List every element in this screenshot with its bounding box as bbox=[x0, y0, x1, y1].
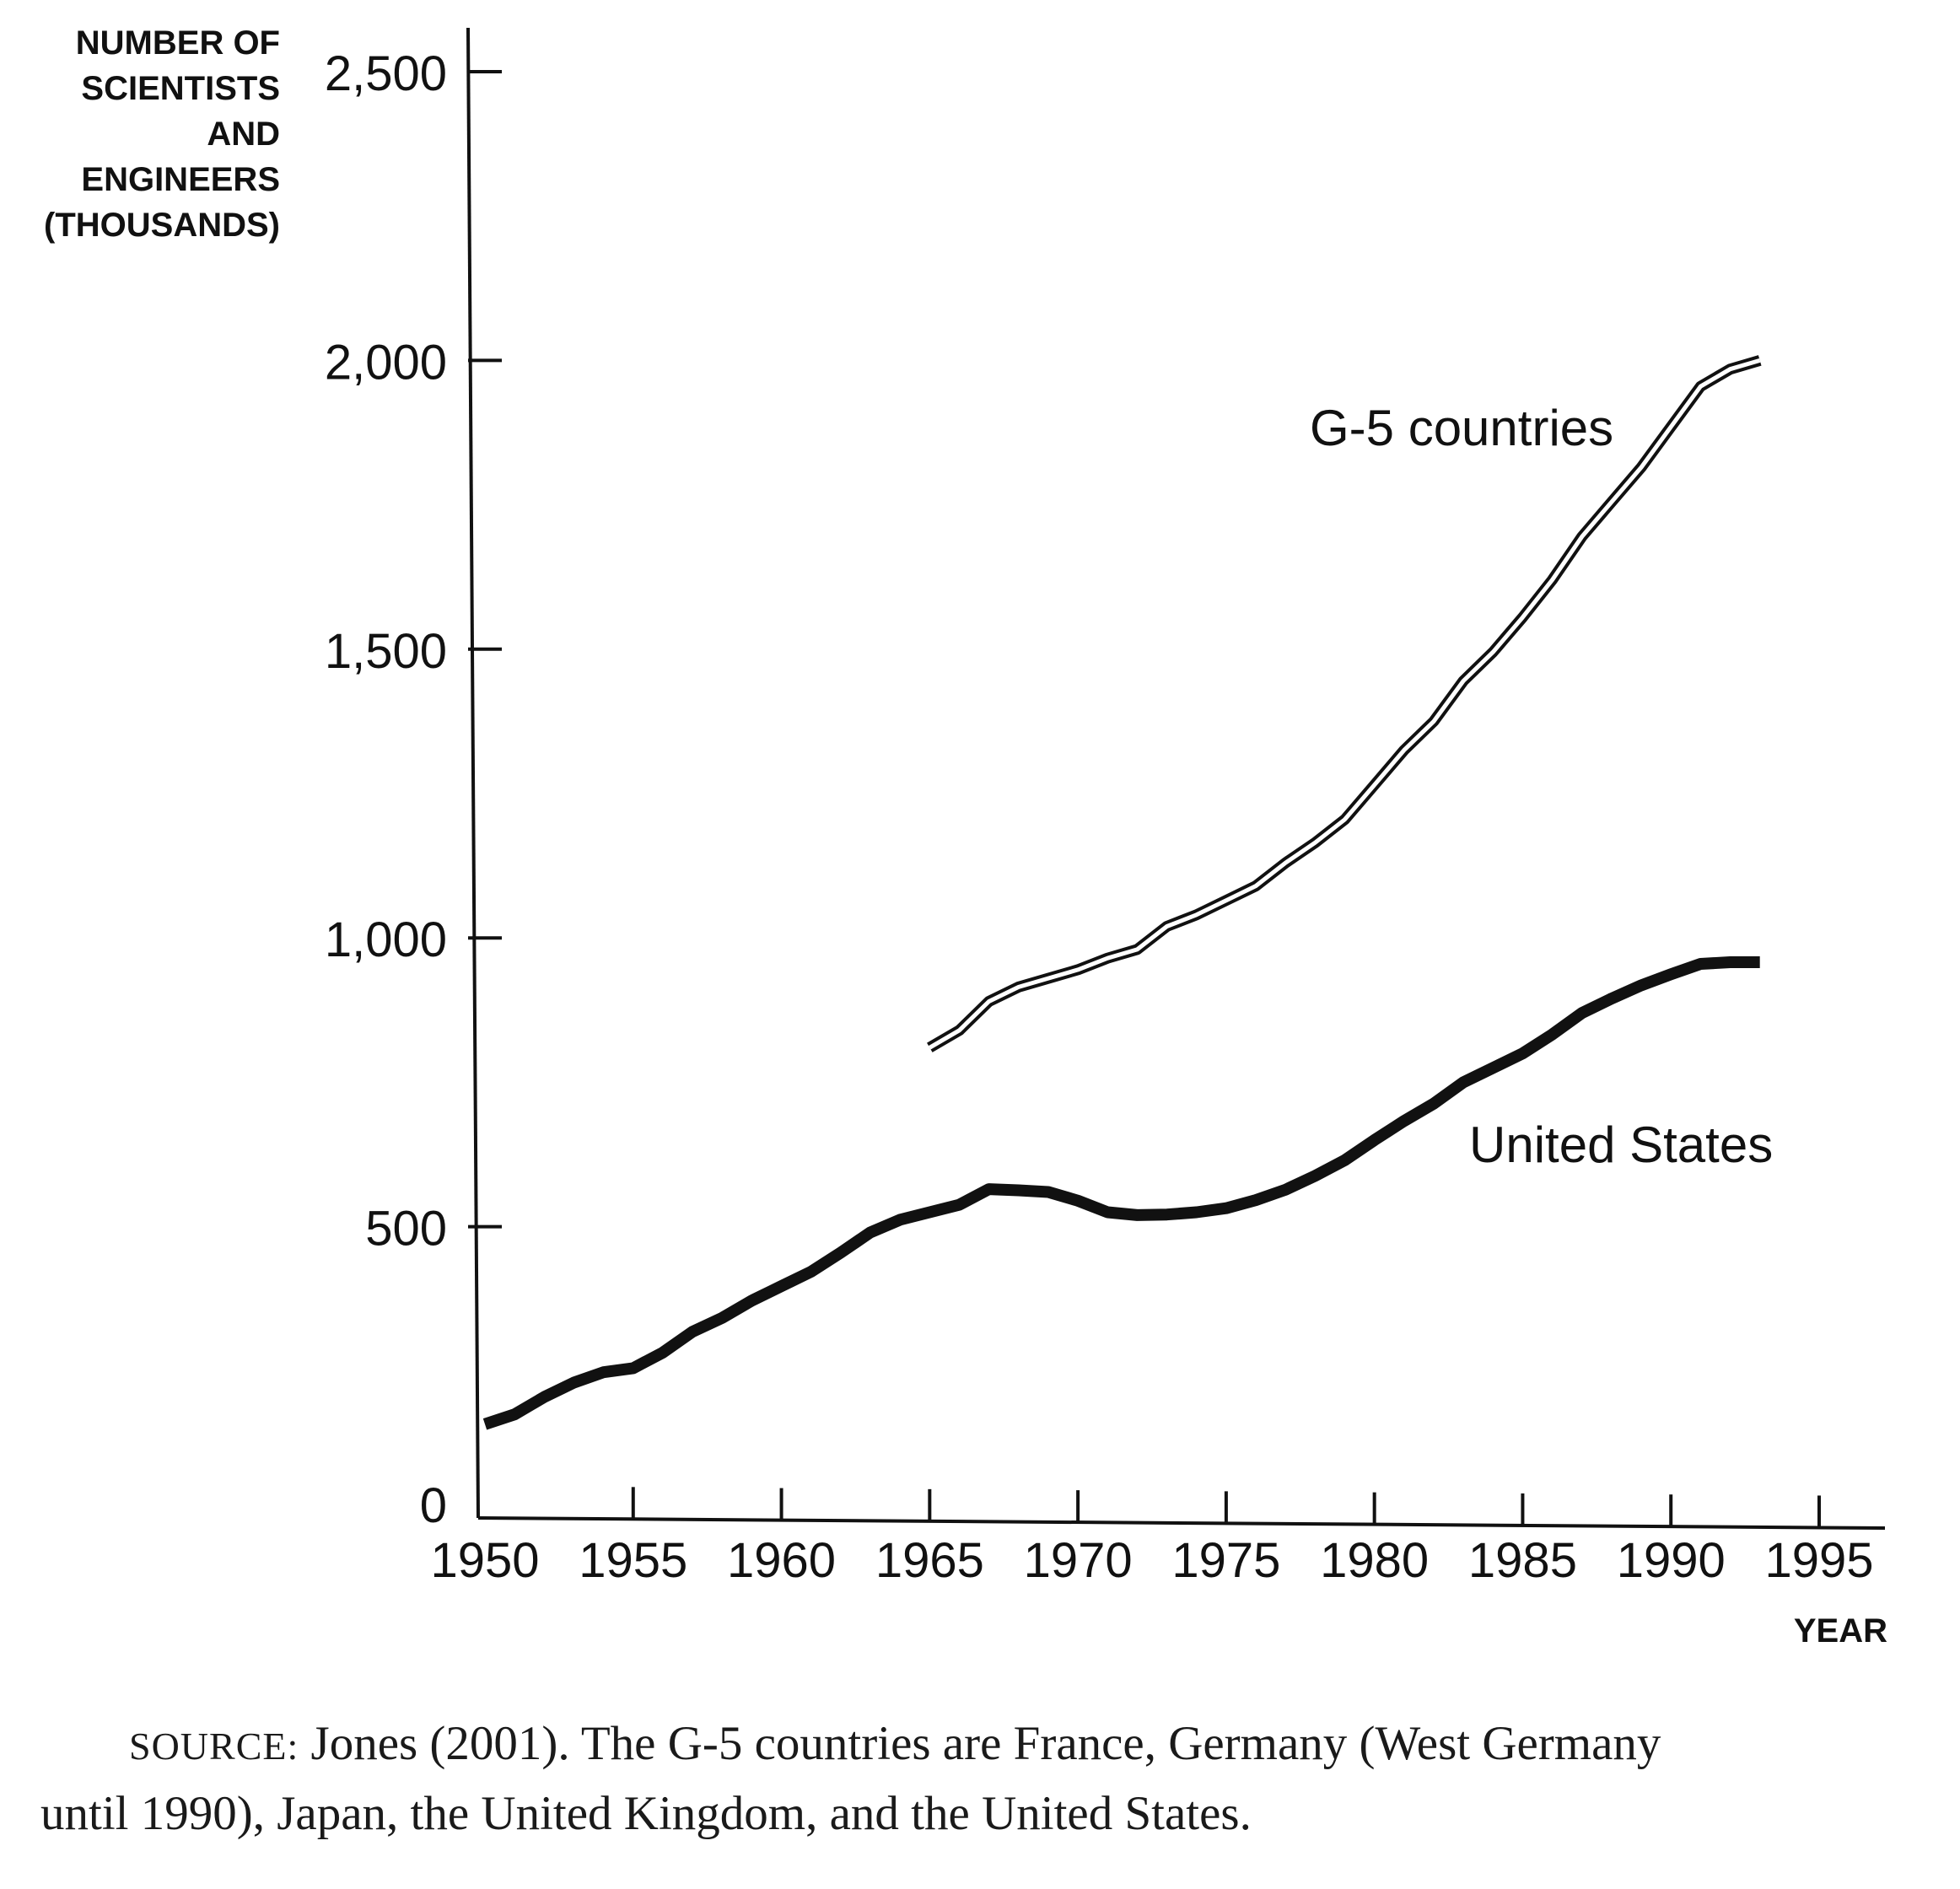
y-tick-label-500: 500 bbox=[365, 1202, 447, 1257]
x-tick-label-1975: 1975 bbox=[1171, 1533, 1280, 1588]
annotation-g-5-countries: G-5 countries bbox=[1310, 400, 1613, 456]
x-tick-label-1990: 1990 bbox=[1617, 1533, 1726, 1588]
y-axis-line bbox=[466, 27, 480, 1519]
y-tick-label-2000: 2,000 bbox=[325, 335, 447, 390]
labels-layer: 0 500 1,000 1,500 2,000 2,500 1950 1955 1960 1965… bbox=[44, 24, 1887, 1650]
annotation-united-states: United States bbox=[1469, 1117, 1773, 1173]
caption-line-2: until 1990), Japan, the United Kingdom, … bbox=[40, 1787, 1252, 1840]
y-tick-label-2500: 2,500 bbox=[325, 46, 447, 101]
x-tick-label-1955: 1955 bbox=[579, 1533, 687, 1588]
y-axis-title-line-4: ENGINEERS bbox=[81, 161, 280, 198]
series-line-g-5-countries-outer bbox=[927, 355, 1762, 1052]
x-tick-label-1965: 1965 bbox=[875, 1533, 984, 1588]
y-axis-title-line-1: NUMBER OF bbox=[76, 24, 280, 62]
x-tick-label-1960: 1960 bbox=[727, 1533, 836, 1588]
y-axis-title-line-2: SCIENTISTS bbox=[81, 70, 280, 107]
x-axis-title: YEAR bbox=[1794, 1612, 1887, 1650]
x-tick-label-1970: 1970 bbox=[1024, 1533, 1133, 1588]
y-axis-title-line-5: (THOUSANDS) bbox=[44, 207, 280, 244]
y-tick-label-1500: 1,500 bbox=[325, 624, 447, 679]
caption-line-1-text: Jones (2001). The G-5 countries are Fran… bbox=[299, 1717, 1661, 1770]
caption-line-1: SOURCE: Jones (2001). The G-5 countries … bbox=[40, 1717, 1661, 1770]
x-tick-label-1995: 1995 bbox=[1764, 1533, 1873, 1588]
y-tick-label-1000: 1,000 bbox=[325, 912, 447, 967]
series-line-g-5-countries-inner bbox=[929, 358, 1761, 1050]
y-axis-title-line-3: AND bbox=[207, 116, 280, 153]
lines-layer bbox=[482, 355, 1762, 1430]
x-tick-label-1950: 1950 bbox=[430, 1533, 539, 1588]
caption-source-label: SOURCE: bbox=[129, 1725, 299, 1768]
x-tick-label-1980: 1980 bbox=[1320, 1533, 1429, 1588]
axes-layer bbox=[466, 27, 1886, 1530]
figure-caption: SOURCE: Jones (2001). The G-5 countries … bbox=[40, 1710, 1921, 1848]
series-line-united-states bbox=[482, 956, 1760, 1430]
y-tick-label-0: 0 bbox=[420, 1478, 447, 1533]
x-axis-line bbox=[477, 1516, 1886, 1530]
x-tick-label-1985: 1985 bbox=[1468, 1533, 1577, 1588]
